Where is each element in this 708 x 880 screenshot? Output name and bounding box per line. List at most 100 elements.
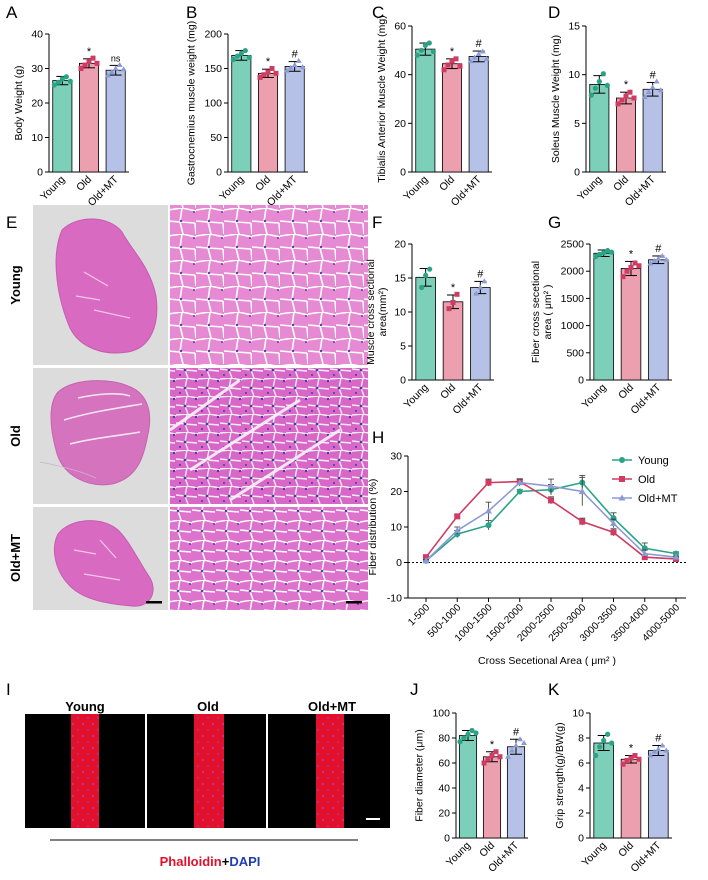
y-tick-label: 0 bbox=[400, 375, 406, 387]
y-tick-label: 1000 bbox=[561, 320, 585, 332]
y-tick-label: 0 bbox=[444, 833, 450, 845]
fiber-old bbox=[194, 714, 224, 828]
data-point bbox=[445, 62, 451, 68]
data-point bbox=[473, 730, 479, 736]
y-tick-label: 10 bbox=[568, 69, 580, 81]
y-axis-label: Gastrocnemius muscle weight (mg) bbox=[186, 21, 198, 186]
data-point bbox=[467, 58, 474, 64]
y-tick-label: 150 bbox=[204, 63, 222, 75]
data-point bbox=[657, 87, 664, 93]
data-point bbox=[418, 47, 424, 53]
legend-marker bbox=[619, 476, 625, 482]
chart-g: 0 500 1000 1500 2000 2500 Fiber cross secetion… bbox=[530, 239, 672, 417]
data-point bbox=[493, 749, 499, 755]
data-point bbox=[423, 272, 429, 278]
y-tick-label: 500 bbox=[566, 347, 584, 359]
data-point bbox=[423, 554, 429, 561]
data-point bbox=[516, 488, 523, 495]
data-point bbox=[489, 753, 495, 758]
fluorescence-label-old: Old bbox=[197, 699, 219, 714]
y-axis-label: Grip strength(g)/BW(g) bbox=[554, 722, 566, 828]
fluorescence-panel: Young Old Old+MT Phalloidin+DAPI bbox=[25, 699, 390, 869]
y-axis-label: Body Weight (g) bbox=[13, 65, 25, 140]
data-point bbox=[63, 74, 69, 80]
data-point bbox=[620, 761, 626, 767]
data-point bbox=[673, 550, 679, 557]
scale-bar-histology-high bbox=[346, 601, 362, 604]
significance-mark: * bbox=[624, 79, 629, 91]
significance-mark: # bbox=[476, 38, 483, 50]
data-point bbox=[55, 79, 61, 85]
y-axis-label: Fiber diameter (μm) bbox=[414, 729, 426, 821]
panel-letter-d: D bbox=[548, 3, 560, 22]
x-tick-label: Old bbox=[253, 174, 273, 194]
bar-old bbox=[616, 97, 637, 173]
legend-marker bbox=[618, 494, 626, 501]
series-old-mt bbox=[422, 476, 680, 564]
data-point bbox=[517, 736, 523, 742]
data-point bbox=[51, 82, 57, 88]
data-point bbox=[481, 278, 488, 284]
bar-old bbox=[442, 301, 464, 381]
data-point bbox=[610, 519, 617, 526]
y-tick-label: 60 bbox=[394, 21, 406, 33]
bar-old-mt bbox=[506, 746, 526, 839]
data-point bbox=[86, 59, 92, 65]
y-tick-label: 6 bbox=[578, 758, 584, 770]
panel-letter-b: B bbox=[186, 3, 197, 22]
data-point bbox=[469, 727, 475, 734]
data-point bbox=[672, 553, 680, 560]
y-tick-label: 20 bbox=[31, 98, 43, 110]
significance-mark: # bbox=[477, 268, 484, 280]
data-point bbox=[628, 755, 634, 761]
data-point bbox=[422, 557, 430, 564]
y-tick-label: 0 bbox=[578, 833, 584, 845]
bar-young bbox=[415, 48, 436, 173]
panel-letter-k: K bbox=[548, 680, 560, 699]
data-point bbox=[659, 252, 666, 258]
data-point bbox=[516, 479, 524, 486]
data-point bbox=[453, 527, 461, 534]
data-point bbox=[641, 94, 648, 100]
significance-mark: * bbox=[87, 46, 92, 58]
significance-mark: # bbox=[650, 69, 657, 81]
stain-legend: Phalloidin+DAPI bbox=[160, 854, 261, 869]
y-tick-label: 5 bbox=[400, 341, 406, 353]
x-tick-label: Old+MT bbox=[86, 173, 122, 209]
bar-old-mt bbox=[470, 287, 491, 381]
bar-young bbox=[593, 252, 614, 381]
y-tick-label: 20 bbox=[390, 486, 402, 498]
chart-b: 0 50 100 150 200 Gastrocnemius muscle weight … bbox=[186, 21, 308, 209]
data-point bbox=[619, 97, 625, 103]
data-point bbox=[620, 274, 626, 280]
y-tick-label: 40 bbox=[394, 69, 406, 81]
significance-mark: ns bbox=[111, 53, 121, 63]
significance-mark: # bbox=[292, 49, 299, 61]
data-point bbox=[605, 247, 611, 254]
y-tick-label: 40 bbox=[438, 783, 450, 795]
data-point bbox=[450, 299, 456, 305]
bar-old bbox=[620, 268, 642, 381]
y-axis-label-line2: area ( μm² ) bbox=[542, 284, 554, 339]
data-point bbox=[104, 72, 111, 78]
x-tick-label: Old+MT bbox=[450, 381, 486, 417]
data-point bbox=[475, 50, 482, 56]
histology-zoom-mt bbox=[170, 507, 368, 610]
significance-mark: * bbox=[451, 282, 456, 294]
y-tick-label: 2000 bbox=[561, 266, 585, 278]
data-point bbox=[588, 92, 594, 98]
data-point bbox=[647, 260, 654, 266]
data-point bbox=[112, 65, 119, 71]
x-tick-label: Old+MT bbox=[623, 173, 659, 209]
significance-mark: * bbox=[629, 743, 634, 755]
y-tick-label: 2 bbox=[578, 808, 584, 820]
fiber-young bbox=[71, 714, 99, 828]
y-axis-label-line2: area(mm²) bbox=[377, 288, 389, 337]
bar-old-mt bbox=[284, 66, 305, 173]
data-point bbox=[485, 507, 492, 514]
data-point bbox=[579, 518, 586, 525]
bar-young bbox=[52, 80, 73, 173]
